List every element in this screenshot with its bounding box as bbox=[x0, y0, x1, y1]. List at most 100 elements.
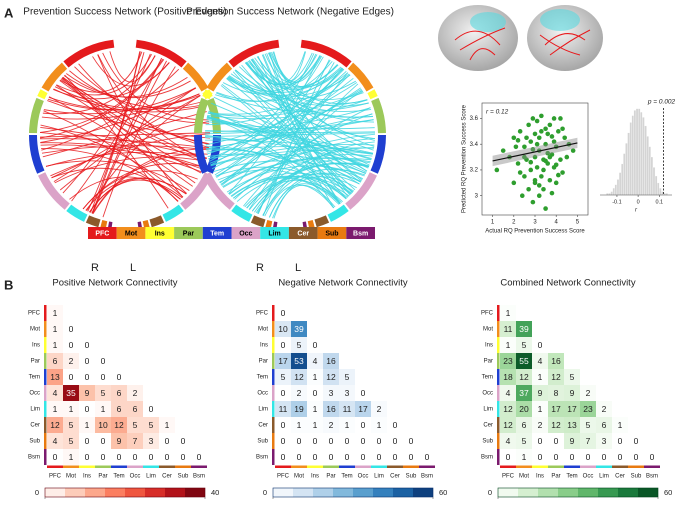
cell bbox=[127, 385, 143, 401]
col-strip bbox=[63, 465, 79, 468]
ring-segment bbox=[149, 215, 165, 228]
col-label: Tem bbox=[341, 474, 352, 480]
cell bbox=[159, 433, 175, 449]
row-label: Sub bbox=[482, 439, 493, 445]
cell bbox=[79, 337, 95, 353]
cell-value: 0 bbox=[181, 452, 186, 462]
colorbar-step bbox=[145, 488, 165, 497]
cell bbox=[355, 433, 371, 449]
chord-edge bbox=[205, 137, 369, 168]
row-strip bbox=[497, 353, 500, 369]
point bbox=[564, 154, 570, 160]
ring-segment bbox=[194, 97, 209, 134]
cell-value: 4 bbox=[313, 356, 318, 366]
row-label: Mot bbox=[258, 327, 268, 333]
cell-value: 5 bbox=[586, 420, 591, 430]
row-label: Ins bbox=[485, 343, 493, 349]
point bbox=[532, 154, 538, 160]
point bbox=[534, 118, 540, 124]
row-label: Cer bbox=[258, 423, 268, 429]
ring-segment bbox=[300, 39, 352, 68]
colorbar-step bbox=[393, 488, 413, 497]
cell-value: 0 bbox=[197, 452, 202, 462]
point bbox=[530, 199, 536, 205]
colorbar-step bbox=[558, 488, 578, 497]
cell-value: 17 bbox=[567, 404, 577, 414]
cell bbox=[275, 449, 291, 465]
cell bbox=[79, 433, 95, 449]
colorbar-step bbox=[598, 488, 618, 497]
hist-bar bbox=[633, 110, 637, 196]
chord-edge bbox=[54, 156, 206, 184]
point bbox=[532, 177, 538, 183]
cell-value: 0 bbox=[313, 436, 318, 446]
row-strip bbox=[497, 369, 500, 385]
row-strip bbox=[44, 417, 47, 433]
col-strip bbox=[159, 465, 175, 468]
hist-bar bbox=[646, 136, 649, 196]
cell-value: 0 bbox=[69, 324, 74, 334]
ring-segment bbox=[370, 134, 386, 174]
col-strip bbox=[291, 465, 307, 468]
point bbox=[513, 144, 519, 150]
col-label: Occ bbox=[583, 474, 594, 480]
cell bbox=[143, 417, 159, 433]
cell-value: 1 bbox=[53, 324, 58, 334]
cell-value: 0 bbox=[181, 436, 186, 446]
colorbar-step bbox=[373, 488, 393, 497]
cell bbox=[548, 433, 564, 449]
col-label: Tem bbox=[566, 474, 577, 480]
cell-value: 0 bbox=[586, 452, 591, 462]
col-label: Bsm bbox=[193, 474, 205, 480]
chord-edge bbox=[222, 55, 321, 95]
point bbox=[534, 141, 540, 147]
cell-value: 10 bbox=[278, 324, 288, 334]
hist-bar bbox=[612, 187, 615, 196]
point bbox=[511, 180, 517, 186]
cell-value: 0 bbox=[85, 452, 90, 462]
cell bbox=[307, 385, 323, 401]
chord-edge bbox=[87, 52, 145, 212]
cell-value: 16 bbox=[326, 404, 336, 414]
chord-edge bbox=[213, 160, 364, 180]
row-label: Tem bbox=[482, 375, 493, 381]
row-label: Par bbox=[31, 359, 40, 365]
cell bbox=[387, 433, 403, 449]
colorbar-frame bbox=[497, 487, 659, 498]
chord-edge bbox=[62, 53, 151, 194]
chord-edge bbox=[219, 87, 362, 184]
point bbox=[543, 126, 548, 132]
cell bbox=[564, 449, 580, 465]
cell bbox=[291, 337, 307, 353]
chord-edge bbox=[248, 89, 363, 210]
ring-segment bbox=[142, 220, 150, 230]
y-tick-label: 3.4 bbox=[470, 142, 479, 148]
cell-value: 0 bbox=[313, 452, 318, 462]
colorbar-step bbox=[165, 488, 185, 497]
cell bbox=[516, 417, 532, 433]
chord-edge bbox=[47, 93, 200, 111]
legend-label: Lim bbox=[268, 230, 280, 237]
point bbox=[543, 141, 548, 147]
col-strip bbox=[516, 465, 532, 468]
row-label: Mot bbox=[30, 327, 40, 333]
col-strip bbox=[419, 465, 435, 468]
cell bbox=[612, 433, 628, 449]
hist-bar bbox=[644, 125, 647, 196]
ring-segment bbox=[345, 172, 377, 210]
cell bbox=[387, 417, 403, 433]
point bbox=[570, 148, 576, 153]
cell-value: 0 bbox=[101, 372, 106, 382]
cell-value: 0 bbox=[602, 452, 607, 462]
colorbar-label: 0 bbox=[35, 488, 39, 497]
cell bbox=[403, 449, 419, 465]
legend-label: Mot bbox=[125, 230, 138, 237]
cell-value: 9 bbox=[85, 388, 90, 398]
cell-value: 0 bbox=[538, 340, 543, 350]
row-label: Tem bbox=[257, 375, 268, 381]
row-label: Occ bbox=[482, 391, 493, 397]
ring-segment bbox=[202, 89, 213, 100]
point bbox=[522, 174, 527, 179]
cell bbox=[275, 417, 291, 433]
ring-segment bbox=[250, 215, 266, 228]
